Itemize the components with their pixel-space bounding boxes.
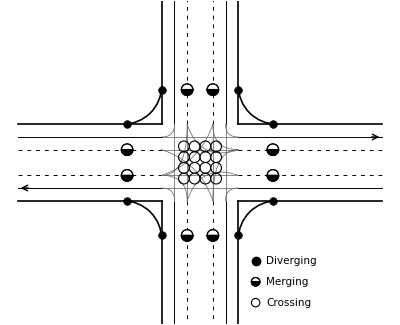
Text: Crossing: Crossing [266, 298, 311, 308]
Circle shape [121, 170, 133, 181]
Wedge shape [207, 235, 219, 241]
Circle shape [267, 144, 279, 155]
Circle shape [207, 84, 219, 95]
Circle shape [121, 144, 133, 155]
Wedge shape [252, 282, 260, 286]
Wedge shape [207, 90, 219, 95]
Text: Merging: Merging [266, 277, 308, 287]
Wedge shape [267, 150, 279, 155]
Circle shape [181, 84, 193, 95]
Wedge shape [121, 150, 133, 155]
Circle shape [252, 298, 260, 307]
Circle shape [252, 278, 260, 286]
Text: Diverging: Diverging [266, 256, 317, 266]
Wedge shape [121, 176, 133, 181]
Circle shape [181, 230, 193, 241]
Circle shape [267, 170, 279, 181]
Circle shape [207, 230, 219, 241]
Wedge shape [267, 176, 279, 181]
Wedge shape [181, 235, 193, 241]
Wedge shape [181, 90, 193, 95]
